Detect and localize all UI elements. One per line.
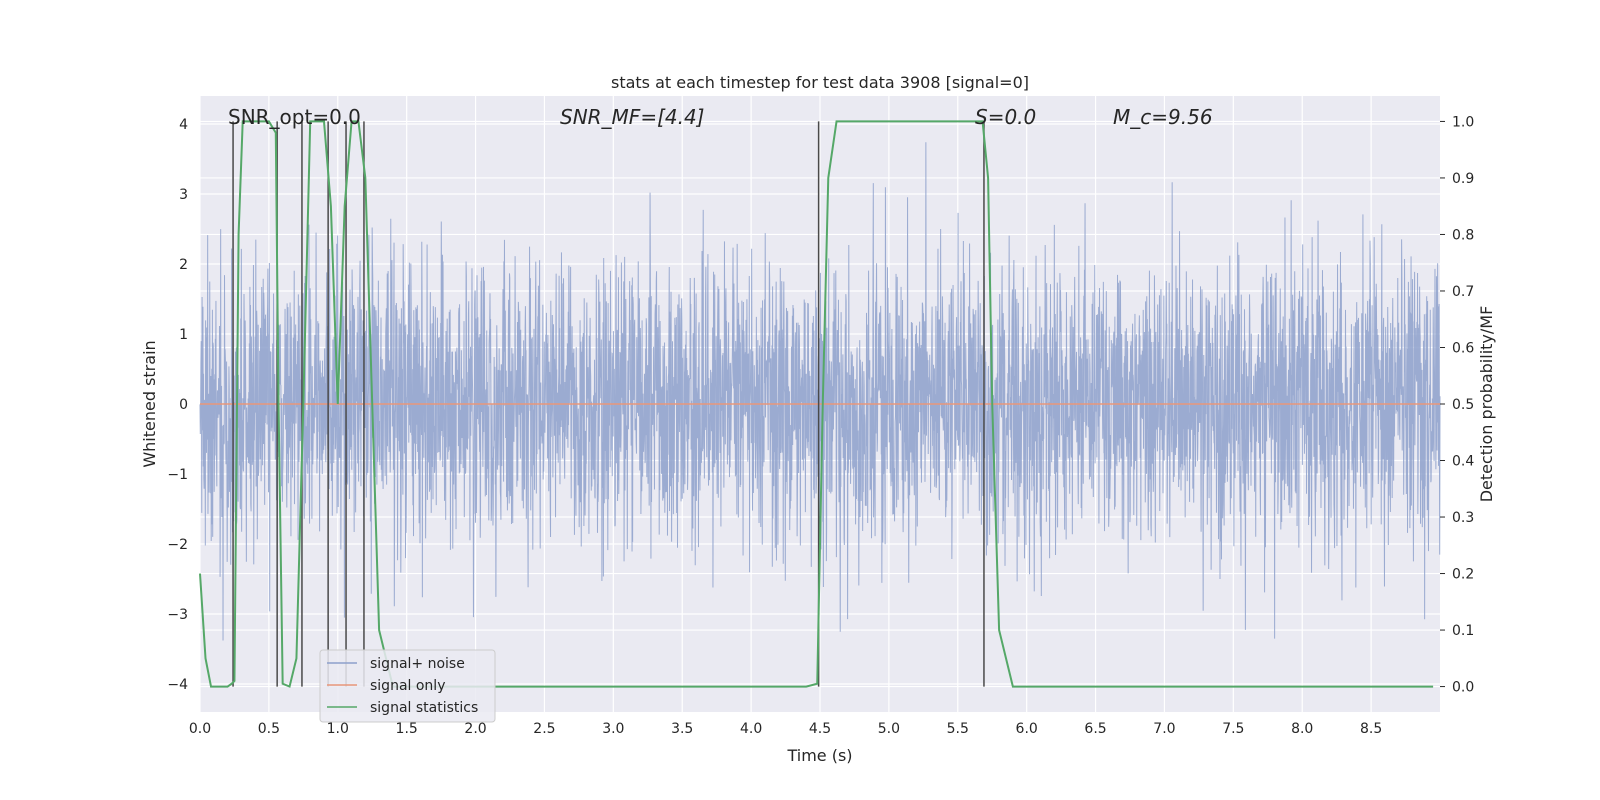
x-tick-label: 5.5: [947, 721, 969, 737]
x-tick-label: 7.0: [1153, 721, 1175, 737]
x-axis-title: Time (s): [786, 746, 852, 765]
y-right-tick-label: 0.2: [1452, 567, 1474, 583]
y-tick-label: 0: [179, 397, 188, 413]
x-tick-label: 7.5: [1222, 721, 1244, 737]
x-tick-label: 6.0: [1016, 721, 1038, 737]
legend-label-signal-noise: signal+ noise: [370, 656, 465, 672]
y-tick-label: −3: [167, 607, 188, 623]
y-right-tick-labels: 1.0 0.9 0.8 0.7 0.6 0.5 0.4 0.3 0.2 0.1 0.0: [1440, 114, 1474, 696]
y-tick-label: −1: [167, 467, 188, 483]
x-tick-label: 4.5: [809, 721, 831, 737]
legend: signal+ noise signal only signal statist…: [319, 649, 496, 723]
y-right-tick-label: 0.5: [1452, 397, 1474, 413]
legend-box: [319, 649, 496, 723]
y-right-axis-title: Detection probability/MF: [1477, 306, 1496, 503]
y-axis-title: Whitened strain: [140, 340, 159, 467]
y-tick-label: −2: [167, 537, 188, 553]
y-right-tick-label: 0.6: [1452, 340, 1474, 356]
annotations: SNR_opt=0.0 SNR_MF=[4.4] S=0.0 M_c=9.56: [228, 105, 1213, 129]
annotation-snr-mf: SNR_MF=[4.4]: [560, 105, 704, 129]
y-right-tick-label: 0.0: [1452, 680, 1474, 696]
vertical-markers: [232, 121, 985, 687]
x-tick-label: 3.0: [602, 721, 624, 737]
x-tick-label: 8.0: [1291, 721, 1313, 737]
x-tick-label: 8.5: [1360, 721, 1382, 737]
y-right-tick-label: 0.9: [1452, 171, 1474, 187]
x-tick-label: 0.5: [258, 721, 280, 737]
x-tick-label: 0.0: [189, 721, 211, 737]
series-signal-noise: [199, 142, 1441, 641]
x-tick-label: 4.0: [740, 721, 762, 737]
x-tick-label: 5.0: [878, 721, 900, 737]
y-right-tick-label: 0.1: [1452, 623, 1474, 639]
noise-trace: [199, 142, 1441, 641]
y-right-tick-label: 0.3: [1452, 510, 1474, 526]
x-tick-labels: 0.0 0.5 1.0 1.5 2.0 2.5 3.0 3.5 4.0 4.5 5.0 5.5 6.0 6…: [189, 721, 1382, 737]
y-right-tick-label: 0.7: [1452, 284, 1474, 300]
annotation-snr-opt: SNR_opt=0.0: [228, 105, 361, 129]
y-right-tick-label: 0.4: [1452, 454, 1474, 470]
y-tick-label: 4: [179, 117, 188, 133]
legend-label-signal-statistics: signal statistics: [370, 700, 478, 716]
x-tick-label: 2.5: [533, 721, 555, 737]
y-right-tick-label: 1.0: [1452, 114, 1474, 130]
series-signal-statistics: [199, 120, 1434, 688]
annotation-mc: M_c=9.56: [1113, 105, 1213, 129]
x-tick-label: 1.5: [396, 721, 418, 737]
y-tick-labels: 4 3 2 1 0 −1 −2 −3 −4: [167, 117, 188, 693]
y-tick-label: 1: [179, 327, 188, 343]
y-right-tick-label: 0.8: [1452, 227, 1474, 243]
statistics-trace: [199, 120, 1434, 688]
annotation-s: S=0.0: [975, 105, 1036, 129]
x-tick-label: 2.0: [464, 721, 486, 737]
x-tick-label: 1.0: [327, 721, 349, 737]
y-tick-label: −4: [167, 677, 188, 693]
y-tick-label: 2: [179, 257, 188, 273]
chart-title: stats at each timestep for test data 390…: [611, 73, 1029, 92]
x-tick-label: 6.5: [1084, 721, 1106, 737]
x-tick-label: 3.5: [671, 721, 693, 737]
legend-label-signal-only: signal only: [370, 678, 445, 694]
y-tick-label: 3: [179, 187, 188, 203]
